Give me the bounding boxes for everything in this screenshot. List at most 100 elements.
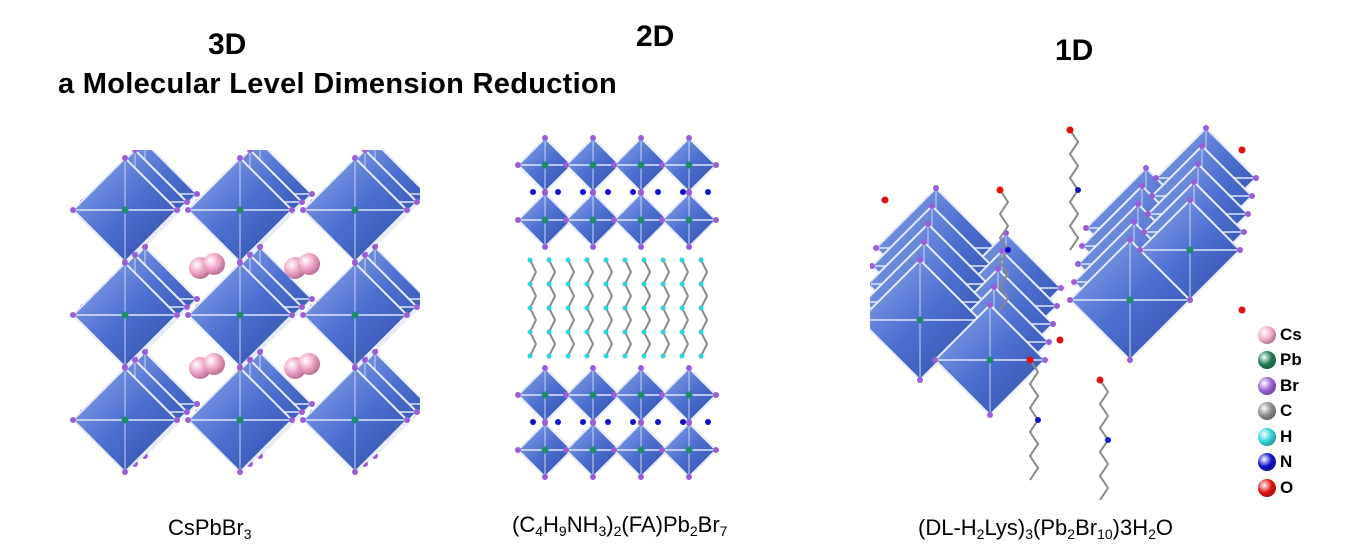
br-atom: [1135, 201, 1141, 207]
br-atom: [686, 244, 692, 250]
h-atom: [679, 305, 685, 311]
pb-atom: [541, 161, 549, 169]
br-atom: [142, 244, 148, 250]
br-atom: [987, 412, 993, 418]
br-atom: [1067, 297, 1073, 303]
formula-text: NH: [566, 512, 599, 537]
br-atom: [1042, 357, 1048, 363]
formula-text: O: [1155, 515, 1174, 540]
br-atom: [257, 244, 263, 250]
br-atom: [515, 162, 521, 168]
br-atom: [404, 207, 410, 213]
h-atom: [603, 329, 609, 335]
br-atom: [174, 312, 180, 318]
o-atom: [1238, 306, 1246, 314]
legend-label: C: [1280, 401, 1293, 421]
formula-2d: (C4H9NH3)2(FA)Pb2Br7: [512, 512, 727, 538]
h-atom: [641, 329, 647, 335]
h-atom: [660, 281, 666, 287]
o-atom: [881, 196, 889, 204]
br-atom: [713, 217, 719, 223]
br-atom: [686, 190, 692, 196]
n-atom: [655, 189, 661, 195]
br-atom: [362, 252, 368, 258]
br-atom: [289, 207, 295, 213]
h-atom: [622, 305, 628, 311]
formula-subscript: 4: [535, 523, 544, 539]
h-atom: [603, 281, 609, 287]
pb-atom: [589, 216, 597, 224]
n-atom: [1105, 437, 1111, 443]
h-atom: [679, 281, 685, 287]
formula-text: ): [606, 512, 614, 537]
br-atom: [289, 312, 295, 318]
h-atom: [527, 353, 533, 359]
legend-item-cs: Cs: [1258, 322, 1302, 348]
h-atom: [660, 329, 666, 335]
o-atom: [1238, 146, 1246, 154]
formula-text: Br: [1075, 515, 1098, 540]
br-atom: [300, 207, 306, 213]
br-atom: [515, 447, 521, 453]
h-atom: [527, 329, 533, 335]
h-atom: [527, 257, 533, 263]
formula-text: Lys): [984, 515, 1026, 540]
h-atom: [603, 353, 609, 359]
br-atom: [194, 401, 200, 407]
pb-atom: [637, 216, 645, 224]
h-atom: [679, 353, 685, 359]
n-atom: [530, 189, 536, 195]
br-atom: [659, 392, 665, 398]
h-atom: [622, 257, 628, 263]
br-atom: [289, 417, 295, 423]
br-atom: [1127, 357, 1133, 363]
br-atom: [542, 365, 548, 371]
pb-atom: [589, 446, 597, 454]
br-atom: [1139, 183, 1145, 189]
n-atom: [705, 189, 711, 195]
formula-text: (DL-H: [918, 515, 977, 540]
h-atom: [641, 353, 647, 359]
pb-atom: [916, 316, 924, 324]
o-atom: [1026, 356, 1034, 364]
pb-atom: [541, 446, 549, 454]
br-atom: [563, 392, 569, 398]
br-atom: [638, 190, 644, 196]
n-atom: [1075, 187, 1081, 193]
pb-atom: [589, 161, 597, 169]
br-atom: [713, 162, 719, 168]
br-atom: [1241, 229, 1247, 235]
br-atom: [999, 248, 1005, 254]
br-atom: [299, 199, 305, 205]
pb-atom: [351, 311, 359, 319]
br-atom: [590, 420, 596, 426]
h-atom: [698, 305, 704, 311]
br-atom: [185, 312, 191, 318]
pb-atom: [1126, 296, 1134, 304]
br-atom: [590, 474, 596, 480]
br-atom: [362, 150, 368, 153]
legend-label: H: [1280, 426, 1293, 446]
legend-label: Br: [1280, 375, 1299, 395]
br-atom: [917, 377, 923, 383]
br-atom: [659, 162, 665, 168]
legend-item-o: O: [1258, 475, 1302, 501]
br-atom: [1237, 247, 1243, 253]
br-atom: [1245, 211, 1251, 217]
br-atom: [870, 281, 871, 287]
h-atom: [546, 305, 552, 311]
formula-subscript: 2: [689, 523, 698, 539]
pb-atom: [685, 391, 693, 399]
br-atom: [352, 365, 358, 371]
br-atom: [122, 469, 128, 475]
br-atom: [352, 155, 358, 161]
br-atom: [638, 474, 644, 480]
pb-atom: [1186, 246, 1194, 254]
formula-subscript: 7: [719, 523, 728, 539]
br-atom: [70, 207, 76, 213]
atom-ball-icon: [1258, 453, 1276, 472]
br-atom: [1071, 279, 1077, 285]
pb-atom: [986, 356, 994, 364]
h-atom: [622, 353, 628, 359]
br-atom: [542, 474, 548, 480]
